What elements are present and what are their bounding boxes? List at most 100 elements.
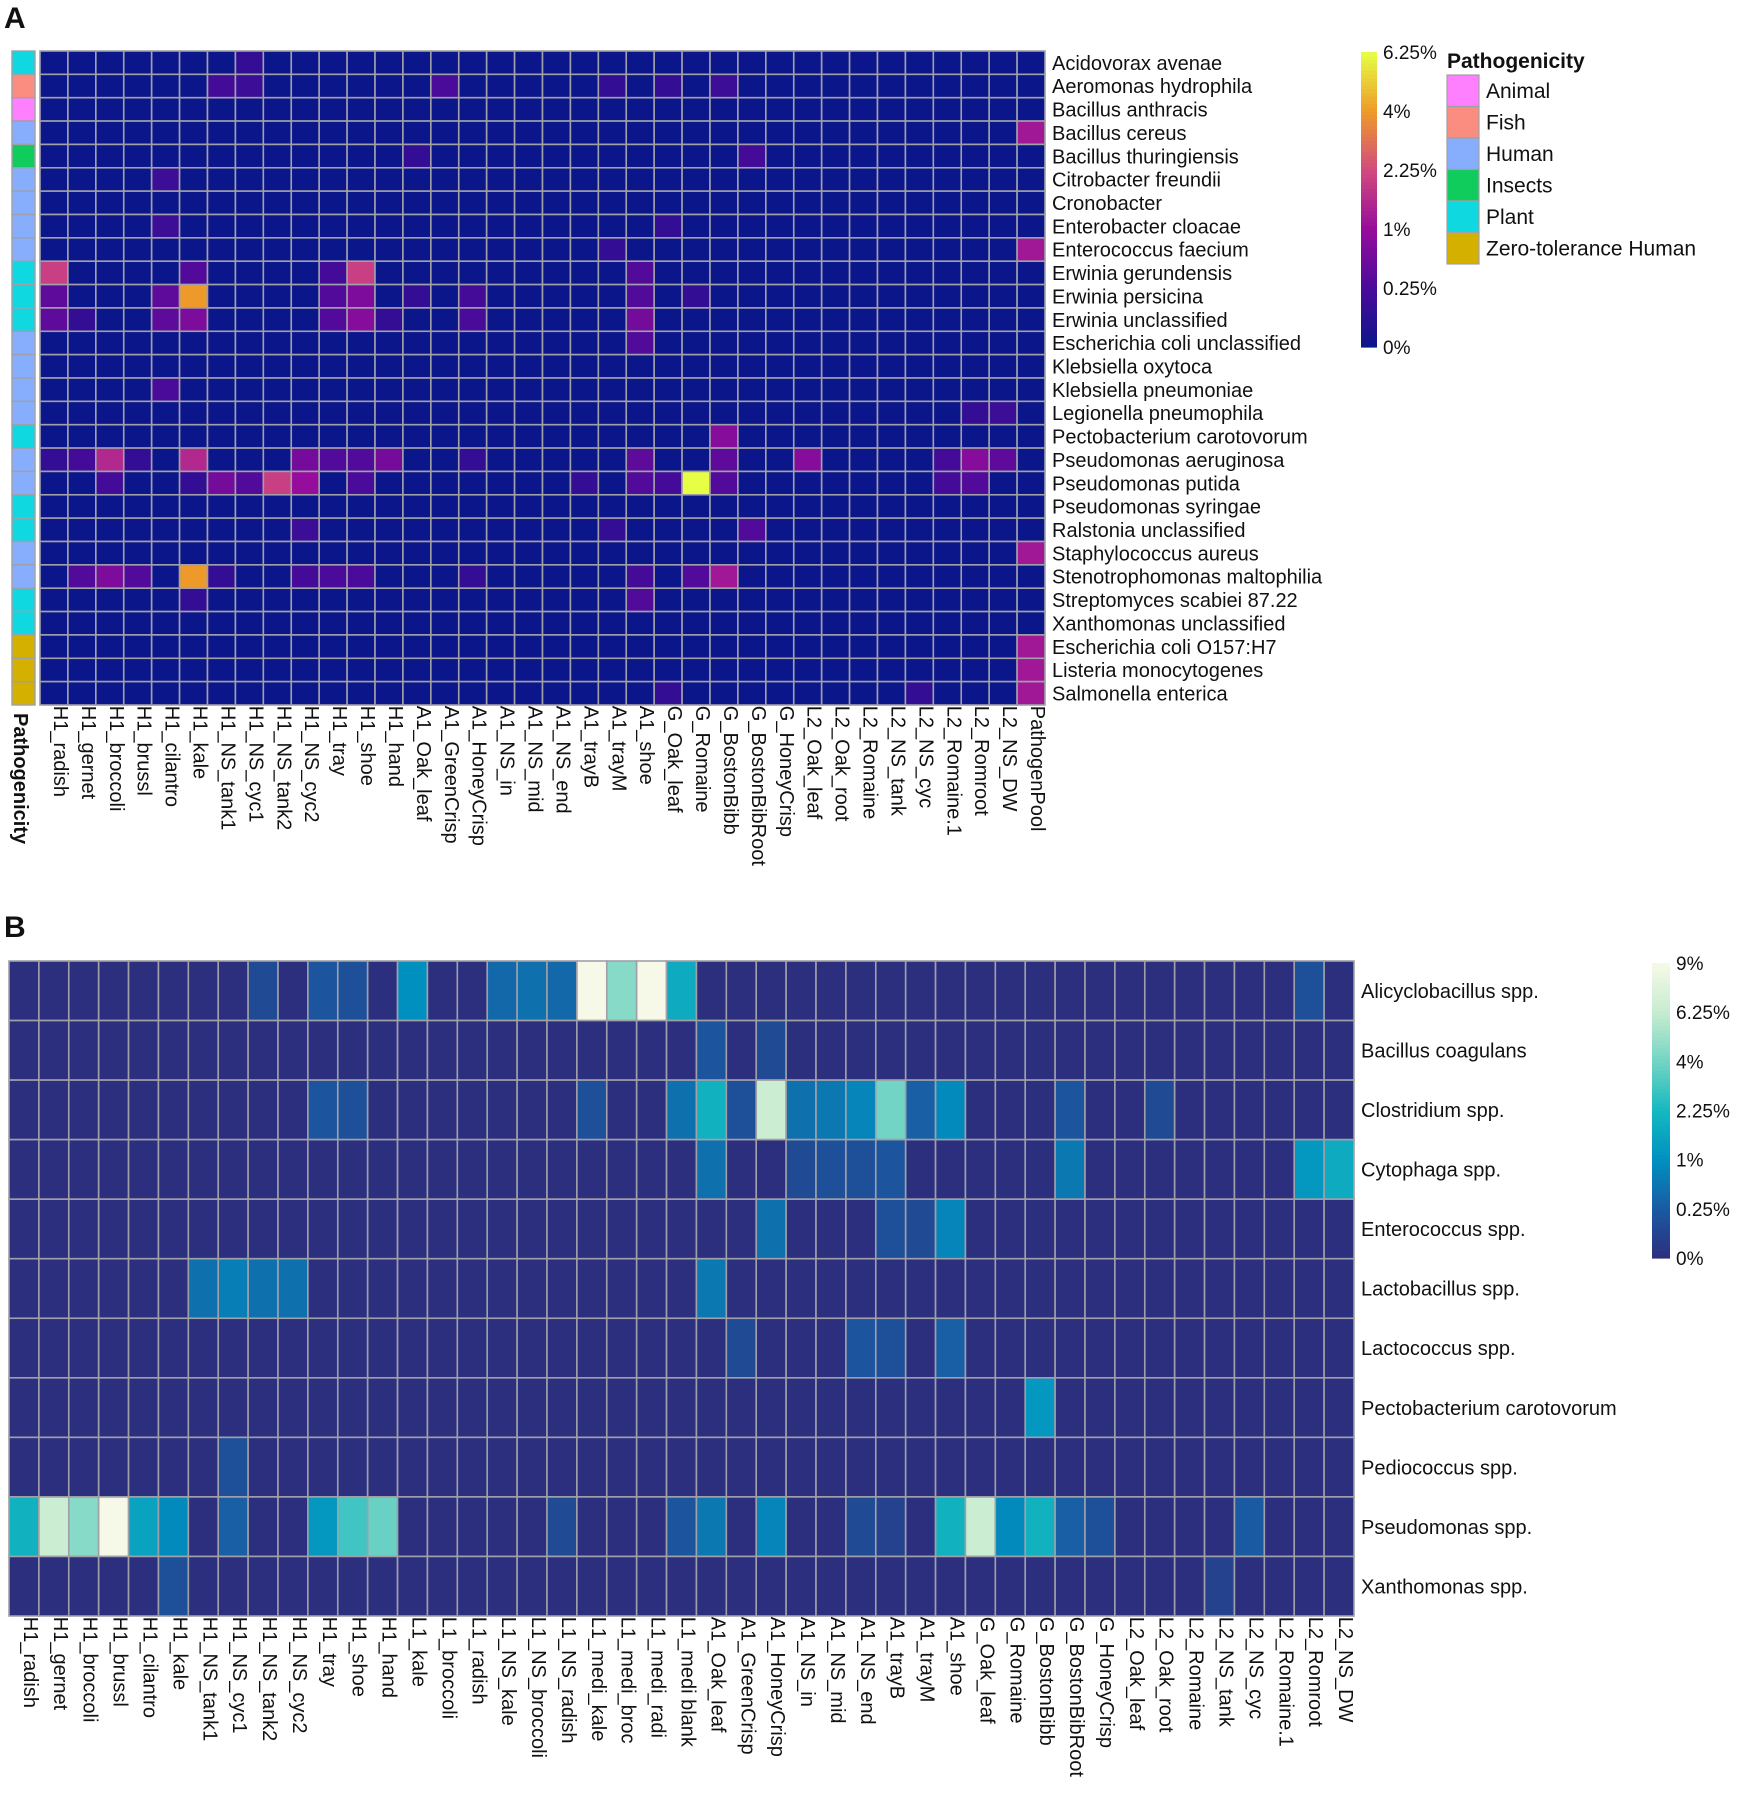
heatmap-cell: [206, 423, 237, 449]
colorbar-segment: [1652, 1235, 1670, 1241]
heatmap-cell: [67, 517, 97, 543]
colorbar-segment: [1652, 1151, 1670, 1156]
heatmap-cell: [904, 1436, 937, 1498]
heatmap-cell: [157, 1198, 190, 1260]
column-label: L2_NS_DW: [998, 706, 1020, 812]
heatmap-cell: [792, 540, 823, 566]
heatmap-cell: [1054, 1377, 1086, 1439]
heatmap-cell: [67, 680, 97, 706]
heatmap-cell: [1233, 1198, 1266, 1260]
heatmap-cell: [765, 493, 795, 519]
heatmap-cell: [815, 1257, 847, 1320]
heatmap-cell: [178, 680, 209, 706]
heatmap-cell: [1084, 1555, 1116, 1617]
heatmap-cell: [934, 960, 967, 1022]
heatmap-cell: [792, 260, 823, 286]
colorbar-segment: [1361, 81, 1377, 86]
heatmap-cell: [932, 307, 963, 333]
heatmap-cell: [1263, 1555, 1296, 1617]
heatmap-cell: [318, 680, 348, 706]
heatmap-cell: [765, 330, 795, 356]
heatmap-cell: [206, 587, 237, 613]
heatmap-cell: [820, 634, 851, 660]
heatmap-cell: [665, 1019, 698, 1081]
colorbar-segment: [1361, 310, 1377, 315]
heatmap-cell: [150, 96, 181, 122]
column-label: H1_gernet: [77, 706, 99, 800]
heatmap-cell: [486, 1257, 518, 1320]
heatmap-cell: [97, 1555, 130, 1617]
heatmap-cell: [290, 657, 320, 683]
colorbar-segment: [1652, 1191, 1670, 1196]
heatmap-cell: [290, 260, 320, 286]
heatmap-cell: [336, 1138, 369, 1200]
heatmap-cell: [346, 96, 376, 122]
heatmap-cell: [150, 143, 181, 169]
heatmap-cell: [307, 960, 339, 1022]
heatmap-cell: [792, 96, 823, 122]
heatmap-cell: [67, 634, 97, 660]
panel-label-a: A: [4, 2, 26, 35]
heatmap-cell: [95, 587, 125, 613]
heatmap-cell: [635, 960, 668, 1022]
heatmap-cell: [178, 260, 209, 286]
heatmap-cell: [546, 960, 578, 1022]
heatmap-cell: [994, 1377, 1027, 1439]
heatmap-cell: [960, 96, 990, 122]
heatmap-cell: [765, 680, 795, 706]
pathogenicity-legend-label: Fish: [1486, 112, 1526, 135]
heatmap-cell: [820, 610, 851, 636]
heatmap-cell: [95, 540, 125, 566]
heatmap-cell: [178, 447, 209, 473]
heatmap-cell: [653, 120, 683, 146]
row-label: Streptomyces scabiei 87.22: [1052, 590, 1298, 612]
heatmap-cell: [39, 330, 69, 356]
heatmap-cell: [725, 1198, 758, 1260]
heatmap-cell: [820, 96, 851, 122]
heatmap-cell: [625, 587, 655, 613]
heatmap-cell: [653, 610, 683, 636]
heatmap-cell: [67, 307, 97, 333]
heatmap-cell: [1293, 1436, 1325, 1498]
heatmap-cell: [1016, 260, 1046, 286]
heatmap-cell: [792, 610, 823, 636]
heatmap-cell: [932, 470, 963, 496]
heatmap-cell: [402, 260, 432, 286]
heatmap-cell: [569, 50, 600, 76]
heatmap-cell: [541, 540, 572, 566]
heatmap-cell: [402, 377, 432, 403]
heatmap-cell: [38, 1436, 70, 1498]
heatmap-cell: [457, 517, 488, 543]
heatmap-cell: [396, 1555, 429, 1617]
heatmap-cell: [1233, 960, 1266, 1022]
heatmap-cell: [95, 634, 125, 660]
heatmap-cell: [1016, 166, 1046, 192]
heatmap-cell: [290, 330, 320, 356]
heatmap-cell: [569, 283, 600, 309]
colorbar-segment: [1652, 1169, 1670, 1174]
heatmap-cell: [122, 143, 153, 169]
heatmap-cell: [150, 260, 181, 286]
heatmap-cell: [39, 493, 69, 519]
heatmap-cell: [792, 470, 823, 496]
heatmap-cell: [904, 493, 935, 519]
heatmap-cell: [290, 120, 320, 146]
heatmap-cell: [486, 1436, 518, 1498]
pathogenicity-strip-cell: [11, 213, 36, 239]
heatmap-cell: [725, 1138, 758, 1200]
heatmap-cell: [206, 237, 237, 263]
pathogenicity-strip-cell: [11, 470, 36, 496]
colorbar-segment: [1361, 240, 1377, 245]
heatmap-cell: [346, 540, 376, 566]
heatmap-cell: [217, 1436, 249, 1498]
heatmap-cell: [150, 634, 181, 660]
heatmap-cell: [178, 166, 209, 192]
heatmap-cell: [541, 564, 572, 590]
heatmap-cell: [792, 400, 823, 426]
heatmap-cell: [605, 1377, 638, 1439]
heatmap-cell: [290, 213, 320, 239]
pathogenicity-strip-cell: [11, 657, 36, 683]
heatmap-cell: [815, 1496, 847, 1558]
heatmap-cell: [456, 1079, 489, 1141]
heatmap-cell: [1263, 1198, 1296, 1260]
